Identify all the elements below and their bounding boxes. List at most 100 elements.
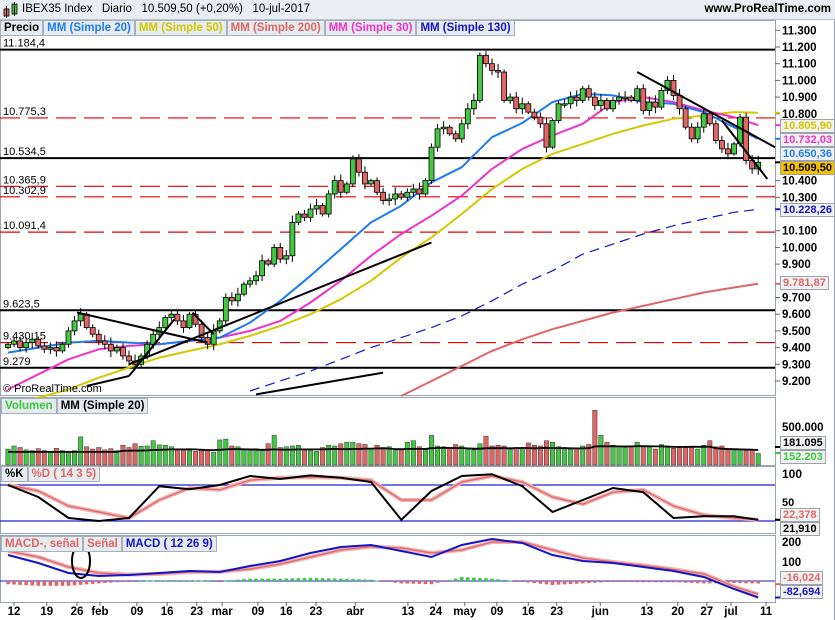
volume-bar	[404, 441, 410, 466]
volume-bar	[283, 446, 289, 466]
legend-item-volume[interactable]: MM (Simple 20)	[56, 398, 149, 414]
macd-histogram-bar	[429, 581, 434, 585]
candle	[71, 316, 78, 336]
volume-bar	[640, 445, 646, 466]
x-tick-label: 16	[161, 606, 174, 618]
level-label: 10.091,4	[3, 220, 46, 232]
candle	[452, 130, 459, 142]
macd-histogram-bar	[671, 581, 676, 583]
macd-line	[7, 537, 759, 599]
volume-bar	[749, 449, 755, 466]
candle-body	[265, 260, 272, 265]
trendline	[76, 311, 208, 344]
legend-item-price[interactable]: MM (Simple 30)	[324, 20, 417, 36]
candle	[222, 293, 229, 325]
candle-body	[731, 143, 737, 155]
macd-histogram-bar	[478, 577, 482, 581]
volume-bar	[755, 453, 761, 466]
candle-body	[271, 246, 278, 265]
macd-histogram-bar	[302, 577, 307, 581]
legend-item-volume[interactable]: Volumen	[1, 398, 57, 414]
macd-histogram-bar	[677, 581, 682, 583]
x-tick-label: 24	[429, 606, 442, 618]
macd-histogram-bar	[580, 581, 585, 584]
candle-body	[719, 140, 725, 150]
y-tick-label: 10.400	[782, 176, 817, 188]
trendline	[721, 119, 769, 180]
macd-histogram-bar	[659, 581, 664, 583]
volume-bar	[23, 449, 29, 466]
x-tick-label: 11	[760, 606, 773, 618]
candle-body	[694, 126, 701, 140]
macd-histogram-bar	[593, 581, 597, 583]
volume-bar	[646, 446, 652, 466]
candle	[234, 287, 241, 307]
candle-body	[289, 221, 296, 257]
volume-bar	[150, 440, 156, 466]
legend-item-price[interactable]: MM (Simple 130)	[416, 20, 515, 36]
candle	[289, 215, 296, 262]
candle-body	[640, 88, 647, 111]
macd-histogram-bar	[163, 580, 168, 582]
volume-bar	[507, 448, 513, 466]
last-value-box: 152.203	[780, 450, 826, 464]
level-label: 10.534,5	[3, 146, 46, 158]
x-tick-label: 23	[310, 606, 323, 618]
legend-item-price[interactable]: Precio	[0, 20, 44, 36]
candle-body	[59, 343, 66, 352]
candle-body	[549, 120, 556, 148]
candle-body	[452, 133, 459, 140]
macd-histogram-bar	[502, 579, 506, 581]
macd-histogram-bar	[562, 581, 567, 585]
legend-item-stoch[interactable]: %D ( 14 3 5)	[27, 466, 101, 482]
volume-bar	[132, 443, 138, 466]
legend-item-stoch[interactable]: %K	[1, 466, 28, 482]
candle-body	[501, 71, 508, 101]
legend-item-macd[interactable]: MACD-, señal	[1, 536, 84, 552]
candle	[65, 327, 72, 348]
candle-body	[428, 146, 435, 181]
volume-bar	[719, 445, 725, 466]
macd-histogram-bar	[351, 579, 355, 581]
legend-item-price[interactable]: MM (Simple 50)	[134, 20, 227, 36]
macd-histogram-bar	[266, 578, 270, 581]
macd-histogram-bar	[6, 581, 10, 585]
candle-body	[712, 123, 719, 141]
candle	[216, 318, 223, 334]
candle-body	[362, 171, 368, 185]
volume-bar	[531, 444, 537, 466]
candle-body	[295, 213, 302, 223]
candle-body	[567, 96, 574, 105]
y-tick-label: 9.700	[782, 293, 811, 305]
macd-histogram-bar	[708, 581, 712, 584]
candle-body	[706, 113, 713, 125]
macd-histogram-bar	[641, 581, 646, 583]
y-tick-label: 10.800	[782, 109, 817, 121]
candle	[283, 250, 290, 265]
y-tick-label: 500.000	[782, 422, 824, 434]
legend-item-price[interactable]: MM (Simple 200)	[226, 20, 325, 36]
volume-bar	[616, 445, 622, 466]
legend-item-macd[interactable]: Señal	[83, 536, 122, 552]
site-link[interactable]: www.ProRealTime.com	[704, 3, 831, 15]
legend-item-price[interactable]: MM (Simple 20)	[43, 20, 135, 36]
macd-histogram-bar	[66, 581, 71, 586]
volume-bar	[211, 451, 217, 466]
volume-bar	[380, 447, 386, 466]
trendline	[255, 371, 384, 396]
legend-item-macd[interactable]: MACD ( 12 26 9)	[121, 536, 217, 552]
candle	[591, 91, 598, 111]
y-tick-label: 11.200	[782, 42, 817, 54]
trendline	[636, 71, 776, 149]
macd-histogram-bar	[441, 581, 446, 582]
volume-bar	[471, 449, 477, 466]
macd-histogram-bar	[12, 581, 16, 585]
volume-bar	[144, 445, 150, 466]
macd-histogram-bar	[338, 578, 343, 581]
candle-body	[29, 338, 36, 343]
macd-histogram-bar	[599, 581, 603, 583]
panel-frame	[0, 397, 776, 466]
candlestick-icon	[3, 2, 18, 18]
volume-bar	[187, 450, 192, 466]
